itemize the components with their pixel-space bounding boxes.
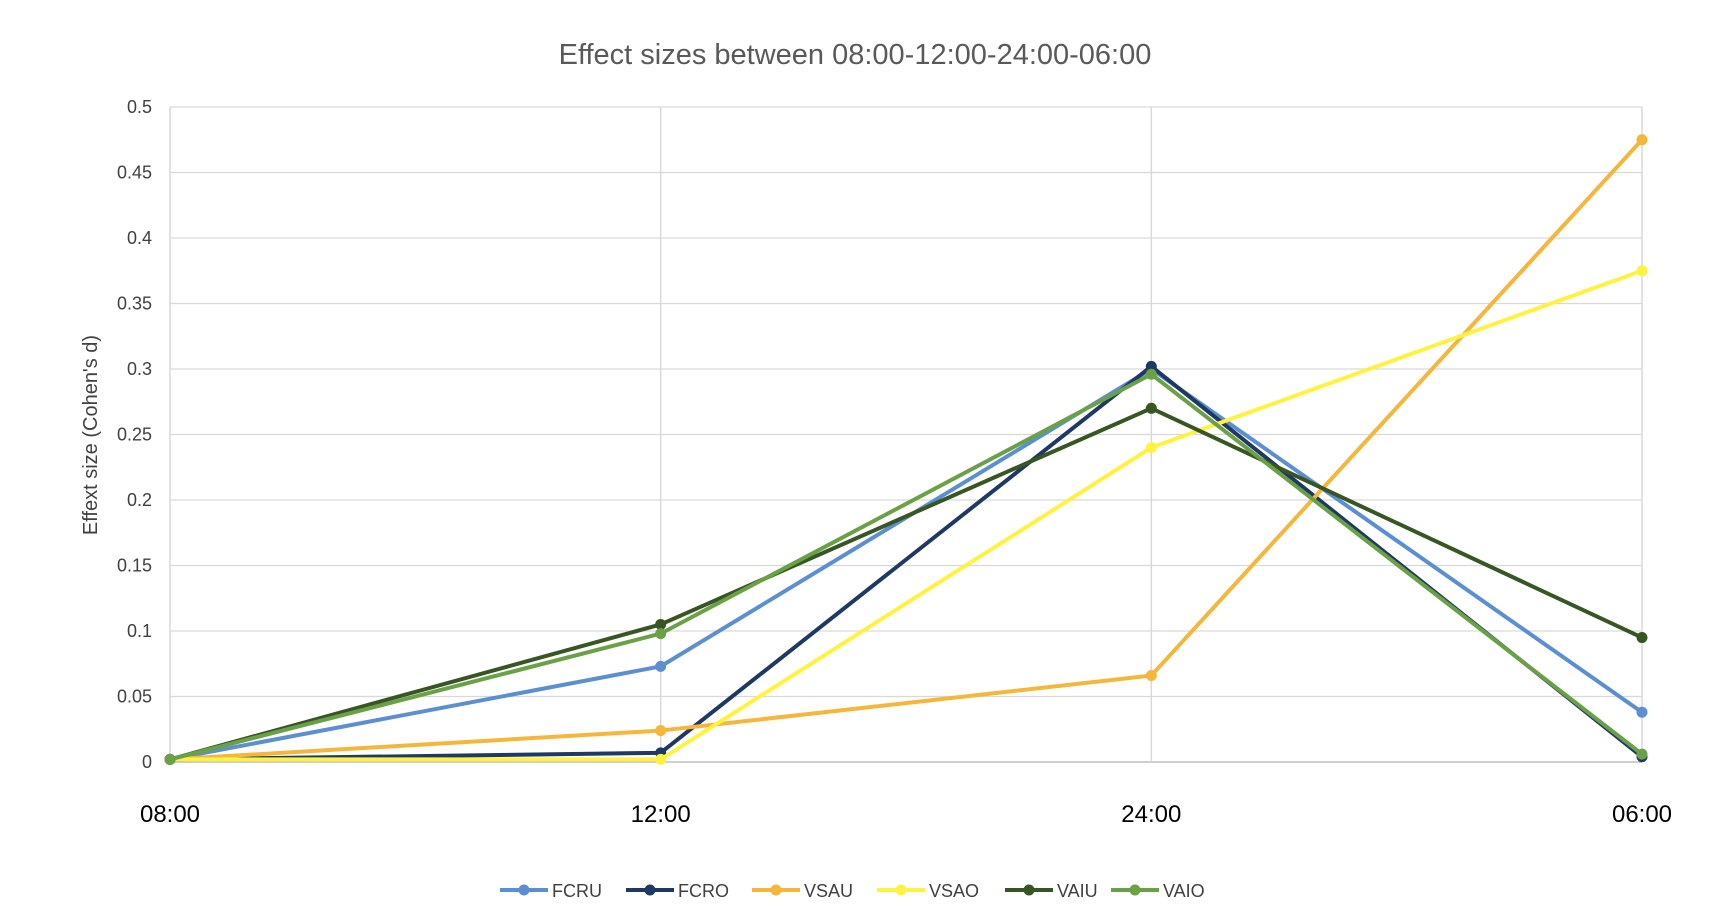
legend-item-vsau: VSAU [752, 881, 853, 901]
data-point [1145, 402, 1157, 414]
legend-item-fcro: FCRO [626, 881, 729, 901]
x-tick-label: 24:00 [1121, 801, 1181, 828]
y-tick-label: 0 [142, 752, 152, 772]
data-point [1145, 670, 1157, 682]
data-point [1636, 134, 1648, 146]
data-point [1636, 706, 1648, 718]
series-lines [164, 134, 1648, 765]
data-point [1145, 368, 1157, 380]
legend: FCRU FCRO VSAU VSAO VAIU VAIO [500, 881, 1205, 901]
y-tick-label: 0.4 [127, 228, 152, 248]
legend-swatch-marker [770, 884, 782, 896]
data-point [655, 618, 667, 630]
legend-item-vaio: VAIO [1111, 881, 1205, 901]
legend-label: FCRO [678, 881, 729, 901]
y-tick-label: 0.35 [117, 294, 152, 314]
data-point [655, 628, 667, 640]
data-point [1145, 360, 1157, 372]
data-point [1145, 442, 1157, 454]
data-point [1636, 748, 1648, 760]
x-tick-label: 08:00 [140, 801, 200, 828]
series-vaio [164, 368, 1648, 765]
y-tick-label: 0.3 [127, 359, 152, 379]
x-axis-ticks: 08:00 12:00 24:00 06:00 [140, 801, 1672, 828]
series-line [168, 406, 1644, 762]
y-axis-ticks: 0 0.05 0.1 0.15 0.2 0.25 0.3 0.35 0.4 0.45 0.5 [117, 97, 152, 772]
legend-label: VSAU [804, 881, 853, 901]
legend-label: VAIO [1163, 881, 1205, 901]
legend-swatch-marker [1129, 884, 1141, 896]
y-tick-label: 0.1 [127, 621, 152, 641]
legend-swatch-marker [518, 884, 530, 896]
grid-lines [169, 106, 1643, 763]
y-tick-label: 0.45 [117, 163, 152, 183]
data-point [164, 753, 176, 765]
legend-item-fcru: FCRU [500, 881, 602, 901]
chart-title: Effect sizes between 08:00-12:00-24:00-0… [559, 39, 1152, 71]
legend-swatch-marker [895, 884, 907, 896]
legend-item-vsao: VSAO [877, 881, 979, 901]
y-axis-label: Effext size (Cohen's d) [80, 335, 102, 535]
y-tick-label: 0.5 [127, 97, 152, 117]
data-point [655, 725, 667, 737]
series-line [168, 364, 1644, 762]
y-tick-label: 0.05 [117, 687, 152, 707]
legend-swatch-marker [1023, 884, 1035, 896]
series-vsau [164, 134, 1648, 765]
y-tick-label: 0.15 [117, 556, 152, 576]
legend-item-vaiu: VAIU [1005, 881, 1098, 901]
data-point [1636, 265, 1648, 277]
data-point [655, 660, 667, 672]
data-point [1636, 632, 1648, 644]
y-tick-label: 0.2 [127, 490, 152, 510]
legend-swatch-marker [644, 884, 656, 896]
y-tick-label: 0.25 [117, 425, 152, 445]
data-point [655, 753, 667, 765]
series-line [168, 372, 1644, 762]
series-line [168, 268, 1644, 762]
x-tick-label: 06:00 [1612, 801, 1672, 828]
legend-label: FCRU [552, 881, 602, 901]
legend-label: VAIU [1057, 881, 1098, 901]
x-tick-label: 12:00 [631, 801, 691, 828]
legend-label: VSAO [929, 881, 979, 901]
series-line [168, 137, 1644, 762]
